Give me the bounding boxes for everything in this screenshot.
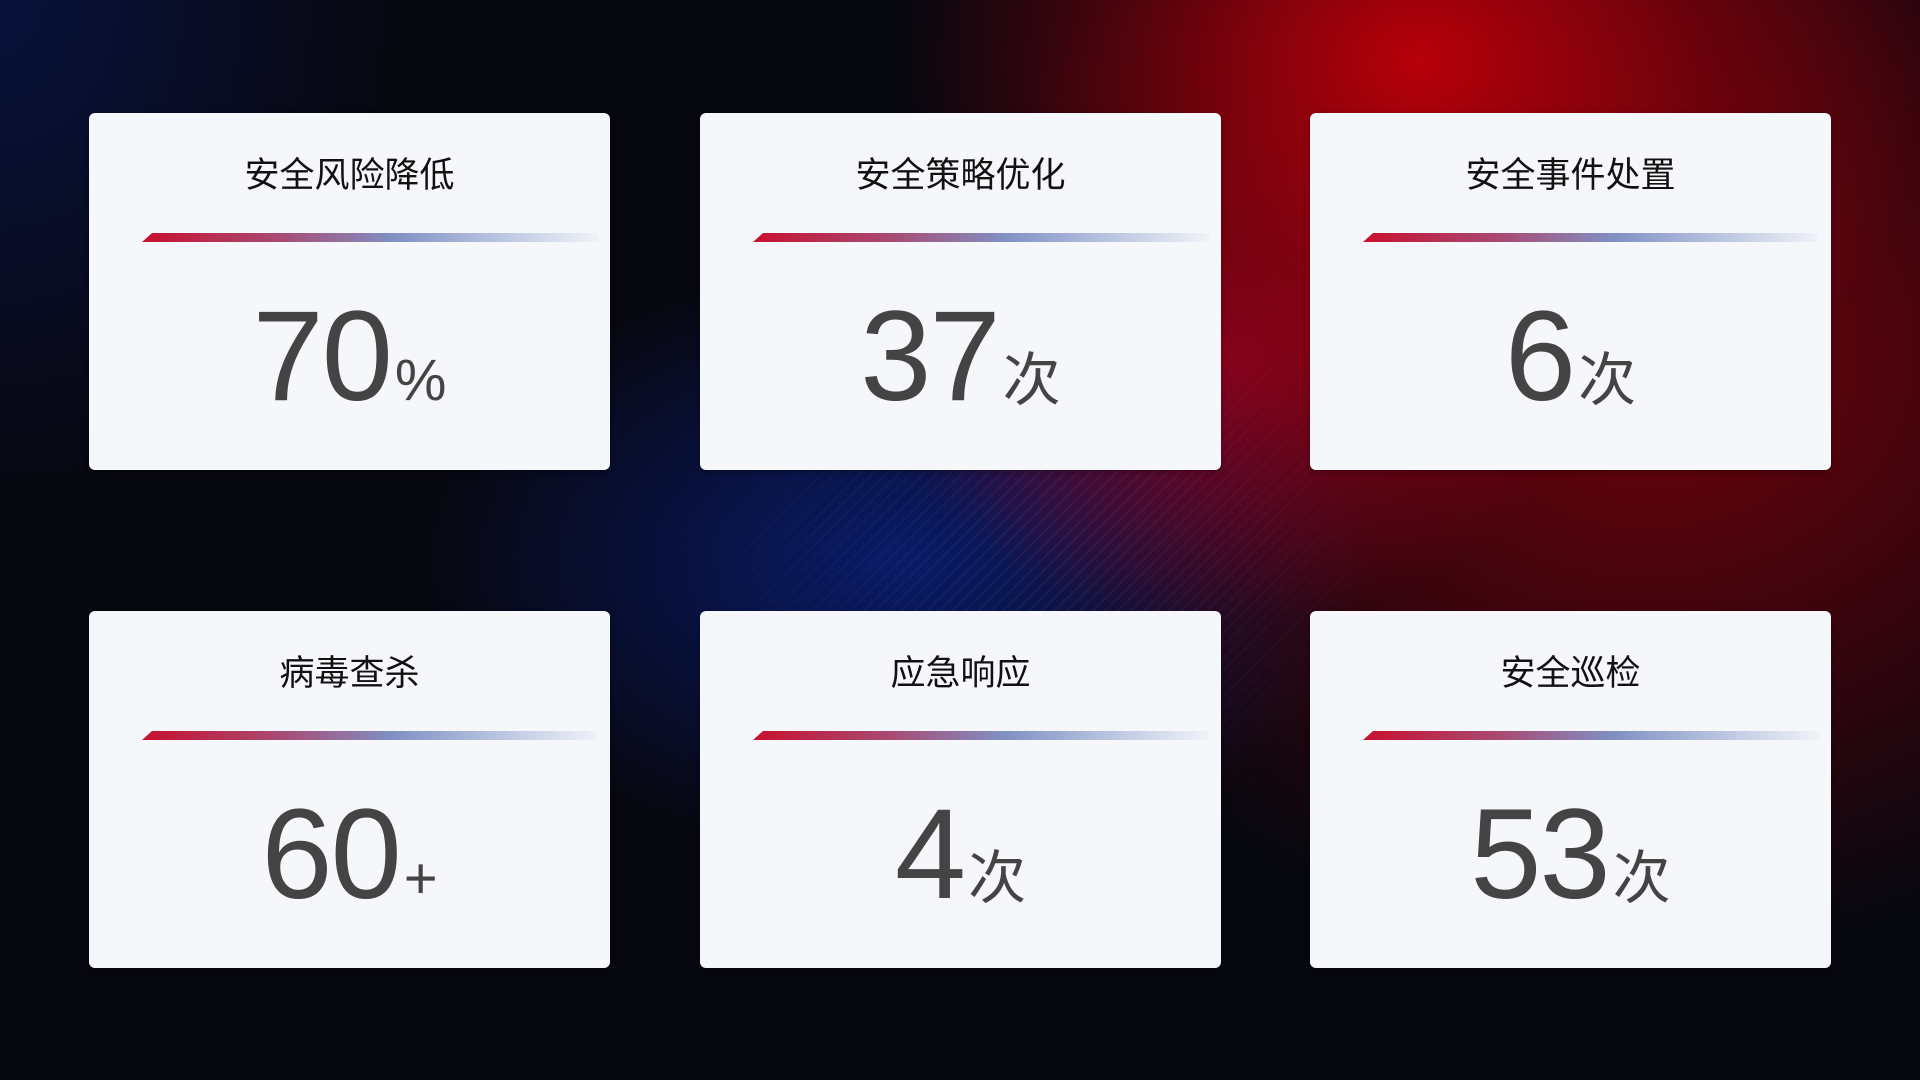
gradient-divider [142,233,598,242]
card-title: 安全风险降低 [244,156,455,196]
gradient-divider [1363,233,1819,242]
stat-card-policy-optimization: 安全策略优化 37次 [700,113,1221,470]
stat-card-security-inspection: 安全巡检 53次 [1310,611,1831,968]
stat-card-emergency-response: 应急响应 4次 [700,611,1221,968]
stat-card-incident-handling: 安全事件处置 6次 [1310,113,1831,470]
value-number: 4 [894,783,966,926]
value-number: 37 [860,285,1000,428]
value-unit: 次 [1612,846,1671,911]
card-value: 70% [89,283,610,430]
gradient-divider [1363,731,1819,740]
card-value: 6次 [1310,283,1831,430]
gradient-divider [753,233,1209,242]
stat-card-virus-removal: 病毒查杀 60+ [89,611,610,968]
card-title: 安全巡检 [1500,654,1641,694]
value-number: 70 [252,285,393,428]
value-number: 6 [1504,285,1576,428]
card-value: 4次 [700,781,1221,928]
value-number: 53 [1470,783,1610,926]
card-value: 37次 [700,283,1221,430]
card-value: 60+ [89,781,610,928]
value-unit: 次 [1002,348,1061,413]
value-unit: % [394,348,447,413]
card-title: 安全事件处置 [1465,156,1676,196]
gradient-divider [753,731,1209,740]
card-value: 53次 [1310,781,1831,928]
card-title: 病毒查杀 [279,654,420,694]
card-title: 安全策略优化 [855,156,1066,196]
value-unit: 次 [968,846,1027,911]
value-unit: 次 [1578,348,1637,413]
card-title: 应急响应 [890,654,1031,694]
stat-card-risk-reduction: 安全风险降低 70% [89,113,610,470]
value-number: 60 [261,783,401,926]
gradient-divider [142,731,598,740]
value-unit: + [403,846,438,911]
